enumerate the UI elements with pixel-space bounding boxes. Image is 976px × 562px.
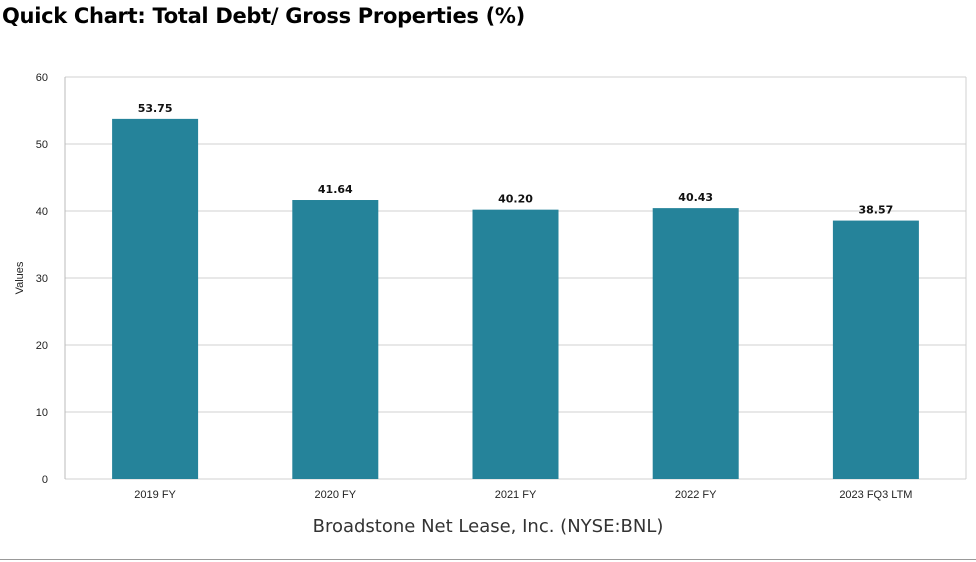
x-tick-label: 2021 FY bbox=[495, 489, 537, 501]
bar bbox=[652, 208, 739, 479]
bar bbox=[472, 209, 559, 479]
y-axis-label: Values bbox=[14, 261, 26, 294]
bars: 53.75 41.64 40.20 40.43 38.57 bbox=[112, 102, 919, 479]
x-axis-ticks: 2019 FY 2020 FY 2021 FY 2022 FY 2023 FQ3 LTM bbox=[134, 489, 912, 501]
y-tick-label: 0 bbox=[42, 474, 48, 486]
bar bbox=[832, 220, 919, 479]
data-label: 40.20 bbox=[498, 193, 533, 206]
x-tick-label: 2020 FY bbox=[315, 489, 357, 501]
data-label: 38.57 bbox=[859, 204, 894, 217]
y-tick-label: 30 bbox=[36, 273, 48, 285]
x-tick-label: 2022 FY bbox=[675, 489, 717, 501]
y-axis-ticks: 0 10 20 30 40 50 60 bbox=[36, 72, 48, 486]
data-label: 41.64 bbox=[318, 183, 353, 196]
bar bbox=[112, 118, 199, 479]
y-tick-label: 10 bbox=[36, 407, 48, 419]
bottom-divider bbox=[0, 559, 976, 560]
x-tick-label: 2023 FQ3 LTM bbox=[839, 489, 912, 501]
y-tick-label: 20 bbox=[36, 340, 48, 352]
y-tick-label: 40 bbox=[36, 206, 48, 218]
data-label: 53.75 bbox=[138, 102, 173, 115]
chart-title: Quick Chart: Total Debt/ Gross Propertie… bbox=[2, 4, 525, 28]
y-tick-label: 60 bbox=[36, 72, 48, 84]
x-tick-label: 2019 FY bbox=[134, 489, 176, 501]
bar bbox=[292, 200, 379, 479]
x-axis-caption: Broadstone Net Lease, Inc. (NYSE:BNL) bbox=[312, 516, 664, 537]
data-label: 40.43 bbox=[678, 191, 713, 204]
y-tick-label: 50 bbox=[36, 139, 48, 151]
